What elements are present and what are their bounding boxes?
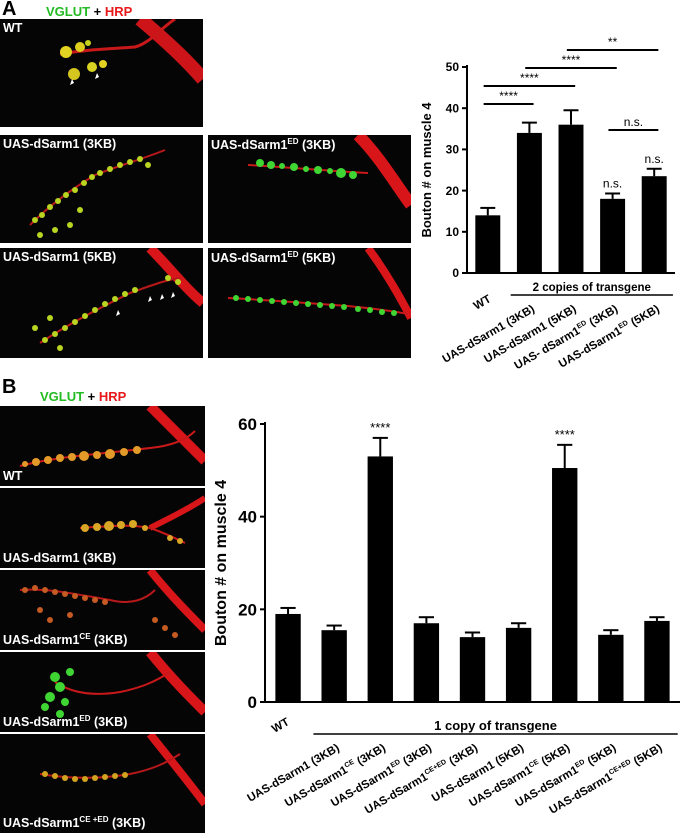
image-label: UAS-dSarm1ED (3KB) [3,713,128,729]
bar [367,456,393,702]
stain-plus: + [90,4,105,19]
significance-label: **** [370,420,390,435]
stain-plus: + [84,389,99,404]
bar [516,132,542,273]
category-label-sup: ED [389,758,402,770]
category-label: WT [472,293,493,312]
comparison-label: **** [520,71,539,85]
category-label-tail: (5KB) [629,742,664,769]
panel-b-stain-title: VGLUT + HRP [40,389,126,404]
chart-b: 0 20 40 60 Bouton # on muscle 4 **** **** WT UAS… [210,410,694,833]
bar [475,215,501,273]
y-tick-label: 60 [238,415,257,434]
category-label-tail: (5KB) [626,303,661,330]
y-tick-label: 0 [452,266,459,280]
bar [552,468,578,702]
y-tick-label: 30 [446,143,460,157]
bar [558,124,584,274]
category-label-tail: (5KB) [537,742,572,769]
bar [321,630,347,702]
category-label-sup: CE+ED [608,758,633,777]
significance-label: n.s. [645,152,664,166]
bar [413,623,440,702]
y-axis-label: Bouton # on muscle 4 [213,480,230,646]
micrograph-a-dsarm1-ed-5kb: UAS-dSarm1ED (5KB) [208,248,411,358]
significance-label: **** [555,427,575,442]
comparison-label: ** [608,35,618,49]
bar [275,613,301,702]
micrograph-b-dsarm1-ed-3kb: UAS-dSarm1ED (3KB) [0,652,205,732]
group-label: 1 copy of transgene [434,718,557,733]
image-label: UAS-dSarm1 (3KB) [3,137,117,151]
category-label-sup: CE+ED [423,758,448,777]
micrograph-b-wt: WT [0,406,205,486]
image-label: UAS-dSarm1 (5KB) [3,250,117,264]
y-tick-label: 20 [446,184,460,198]
chart-a-svg: 0 10 20 30 40 50 Bouton # on muscle 4 n.s. n.s. W… [419,35,675,372]
image-label: UAS-dSarm1 (3KB) [3,551,117,565]
image-label: WT [3,21,23,35]
comparison-label: **** [562,53,581,67]
y-tick-label: 40 [446,101,460,115]
stain-green-label: VGLUT [46,4,91,19]
category-label: WT [270,716,291,735]
bar [600,198,626,273]
category-label-sup: ED [617,319,630,331]
image-label: UAS-dSarm1CE (3KB) [3,631,128,647]
micrograph-a-dsarm1-3kb: UAS-dSarm1 (3KB) [0,135,203,243]
category-label-main: WT [472,293,493,312]
category-label-tail: (3KB) [445,742,480,769]
bar [641,176,667,273]
category-label-sup: ED [575,319,588,331]
stain-green-label: VGLUT [40,389,85,404]
bar [505,627,532,702]
group-label: 2 copies of transgene [533,282,651,294]
bar [459,637,486,702]
panel-a-stain-title: VGLUT + HRP [46,4,132,19]
image-label: WT [3,469,23,483]
image-label: UAS-dSarm1CE +ED (3KB) [3,814,146,830]
stain-red-label: HRP [104,4,133,19]
bar [644,620,670,702]
micrograph-b-dsarm1-ce-3kb: UAS-dSarm1CE (3KB) [0,570,205,650]
category-label-tail: (3KB) [352,742,387,769]
micrograph-b-dsarm1-ce-ed-3kb: UAS-dSarm1CE +ED (3KB) [0,734,205,833]
chart-a: 0 10 20 30 40 50 Bouton # on muscle 4 n.s. n.s. W… [415,30,690,375]
comparison-label: **** [499,89,518,103]
significance-label: n.s. [603,176,622,190]
comparison-label: n.s. [624,115,643,129]
image-label: UAS-dSarm1ED (3KB) [211,137,336,153]
micrograph-a-wt: WT [0,19,203,127]
y-axis-label: Bouton # on muscle 4 [419,102,434,238]
category-label-main: WT [270,716,291,735]
y-tick-label: 40 [238,508,257,527]
micrograph-b-dsarm1-3kb: UAS-dSarm1 (3KB) [0,488,205,568]
image-label: UAS-dSarm1ED (5KB) [211,250,336,266]
y-tick-label: 10 [446,225,460,239]
panel-a-letter: A [2,0,17,20]
category-label-sup: ED [574,758,587,770]
micrograph-a-dsarm1-5kb: UAS-dSarm1 (5KB) [0,248,203,358]
y-tick-label: 50 [446,60,460,74]
stain-red-label: HRP [98,389,127,404]
y-tick-label: 0 [248,693,257,712]
y-tick-label: 20 [238,600,257,619]
micrograph-a-dsarm1-ed-3kb: UAS-dSarm1ED (3KB) [208,135,411,243]
panel-b-letter: B [2,376,17,398]
bar [598,634,624,702]
